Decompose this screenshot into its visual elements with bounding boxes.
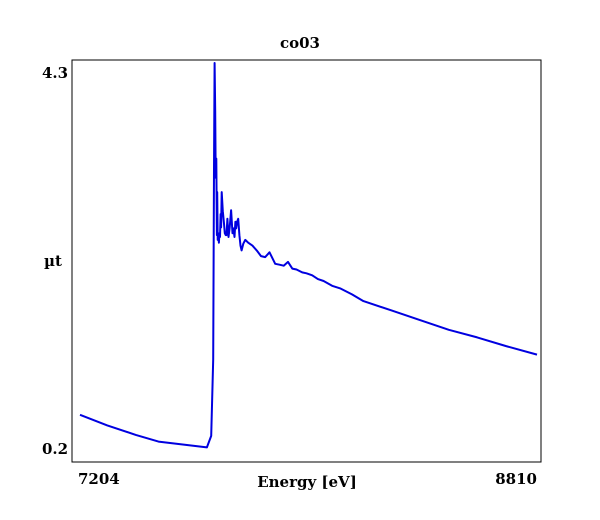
y-axis-label: µt <box>44 252 62 270</box>
plot-frame <box>71 59 542 463</box>
series-line <box>79 62 538 449</box>
y-tick-top: 4.3 <box>42 64 68 82</box>
x-tick-left: 7204 <box>78 470 120 488</box>
y-tick-bottom: 0.2 <box>42 440 68 458</box>
x-axis-label: Energy [eV] <box>257 473 357 491</box>
x-tick-right: 8810 <box>495 470 537 488</box>
chart-title: co03 <box>280 34 320 52</box>
